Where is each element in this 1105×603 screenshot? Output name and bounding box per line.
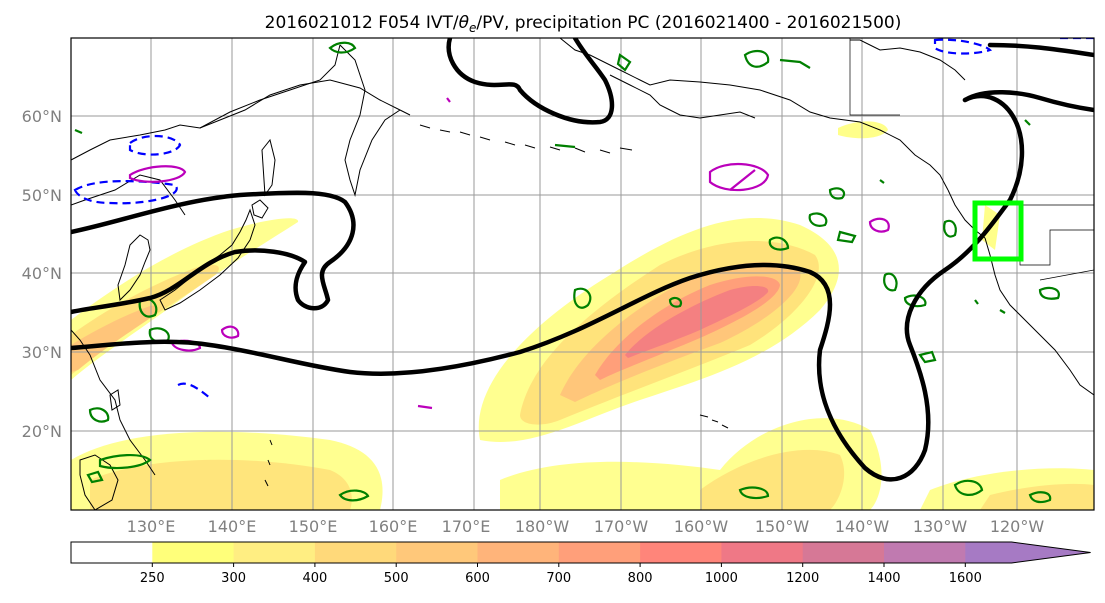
lon-label: 150°E bbox=[289, 517, 338, 536]
lat-label: 40°N bbox=[22, 264, 62, 283]
colorbar-tick-label: 300 bbox=[221, 571, 246, 586]
lon-label: 140°W bbox=[835, 517, 890, 536]
lon-label: 130°E bbox=[127, 517, 176, 536]
highlight-region-box bbox=[972, 200, 1024, 262]
lon-label: 120°W bbox=[990, 517, 1045, 536]
lon-label: 160°W bbox=[674, 517, 729, 536]
lat-label: 30°N bbox=[22, 343, 62, 362]
colorbar-border bbox=[70, 541, 1091, 564]
colorbar-tick-label: 800 bbox=[628, 571, 653, 586]
colorbar-segment bbox=[802, 542, 885, 563]
latitude-labels: 60°N 50°N 40°N 30°N 20°N bbox=[22, 107, 62, 441]
lon-label: 170°E bbox=[442, 517, 491, 536]
figure-title: 2016021012 F054 IVT/θe/PV, precipitation… bbox=[265, 13, 902, 35]
colorbar-tick-label: 1000 bbox=[705, 571, 738, 586]
colorbar-segment bbox=[884, 542, 966, 563]
map-border bbox=[70, 37, 1095, 511]
lon-label: 140°E bbox=[208, 517, 257, 536]
colorbar-tick-label: 600 bbox=[465, 571, 490, 586]
colorbar-tick-label: 250 bbox=[140, 571, 165, 586]
lon-label: 180°W bbox=[515, 517, 570, 536]
colorbar-tick-label: 1200 bbox=[786, 571, 819, 586]
lon-label: 150°W bbox=[755, 517, 810, 536]
colorbar-segment bbox=[152, 542, 235, 563]
colorbar-tick-label: 700 bbox=[546, 571, 571, 586]
colorbar-segment bbox=[721, 542, 804, 563]
colorbar-segment bbox=[71, 542, 153, 563]
colorbar-segment bbox=[640, 542, 722, 563]
colorbar-tick-label: 1400 bbox=[867, 571, 900, 586]
colorbar-segment bbox=[558, 542, 641, 563]
lat-label: 50°N bbox=[22, 186, 62, 205]
colorbar-tick-label: 1600 bbox=[949, 571, 982, 586]
colorbar-tick-labels: 250 300 400 500 600 700 800 1000 1200 1400 1600 bbox=[140, 563, 982, 586]
theta-cold-contours bbox=[73, 38, 1094, 399]
colorbar-segment bbox=[396, 542, 478, 563]
lat-label: 60°N bbox=[22, 107, 62, 126]
colorbar-segment bbox=[477, 542, 560, 563]
colorbar-segment bbox=[965, 542, 1091, 563]
colorbar-tick-label: 400 bbox=[302, 571, 327, 586]
pv-jet-contours bbox=[71, 38, 1094, 482]
colorbar-tick-label: 500 bbox=[384, 571, 409, 586]
lon-label: 160°E bbox=[369, 517, 418, 536]
lon-label: 130°W bbox=[913, 517, 968, 536]
colorbar-segment bbox=[314, 542, 397, 563]
lon-label: 170°W bbox=[594, 517, 649, 536]
colorbar-segment bbox=[233, 542, 316, 563]
lat-label: 20°N bbox=[22, 422, 62, 441]
colorbar bbox=[70, 541, 1091, 564]
longitude-labels: 130°E 140°E 150°E 160°E 170°E 180°W 170°… bbox=[127, 517, 1045, 536]
